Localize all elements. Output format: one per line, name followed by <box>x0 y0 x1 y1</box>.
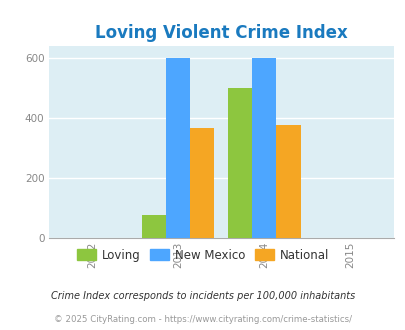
Bar <box>252 58 276 238</box>
Text: © 2025 CityRating.com - https://www.cityrating.com/crime-statistics/: © 2025 CityRating.com - https://www.city… <box>54 315 351 324</box>
Title: Loving Violent Crime Index: Loving Violent Crime Index <box>95 24 347 42</box>
Bar <box>166 58 190 238</box>
Text: Crime Index corresponds to incidents per 100,000 inhabitants: Crime Index corresponds to incidents per… <box>51 291 354 301</box>
Legend: Loving, New Mexico, National: Loving, New Mexico, National <box>72 244 333 266</box>
Bar <box>190 128 214 238</box>
Bar <box>228 88 252 238</box>
Bar <box>276 125 300 238</box>
Bar <box>141 215 166 238</box>
